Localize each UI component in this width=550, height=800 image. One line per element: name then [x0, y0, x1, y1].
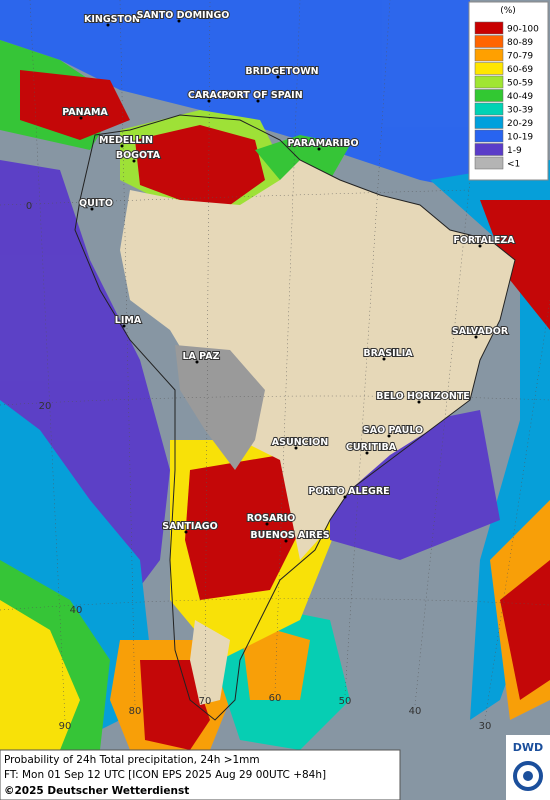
legend-label: 30-39 — [507, 106, 533, 116]
legend-swatch — [474, 35, 504, 48]
legend-label: 20-29 — [507, 119, 533, 129]
city-dot — [122, 324, 126, 328]
city-dot — [343, 495, 347, 499]
city-dot — [276, 75, 280, 79]
legend-swatch — [474, 102, 504, 116]
city-label: SANTO DOMINGO — [137, 10, 230, 21]
andes — [175, 345, 265, 470]
longitude-label: 60 — [269, 693, 282, 704]
land — [190, 620, 230, 705]
city-dot — [195, 360, 199, 364]
city-label: KINGSTON — [84, 14, 140, 25]
city-label: ROSARIO — [247, 513, 296, 524]
legend-title: (%) — [500, 6, 516, 16]
legend-swatch — [474, 21, 504, 35]
city-label: LA PAZ — [182, 351, 219, 362]
city-dot — [474, 335, 478, 339]
legend-label: 50-59 — [507, 79, 533, 89]
latitude-label: 0 — [26, 201, 32, 212]
city-dot — [79, 116, 83, 120]
city-dot — [387, 434, 391, 438]
city-label: CARACAS — [188, 90, 238, 101]
city-dot — [417, 400, 421, 404]
city-label: CURITIBA — [346, 442, 397, 453]
city-dot — [177, 19, 181, 23]
legend-swatch — [474, 48, 504, 62]
city-dot — [184, 530, 188, 534]
city-dot — [365, 451, 369, 455]
city-dot — [256, 99, 260, 103]
city-dot — [317, 147, 321, 151]
legend-swatch — [474, 89, 504, 102]
latitude-label: 20 — [39, 401, 52, 412]
city-label: SAO PAULO — [363, 425, 423, 436]
legend-label: 1-9 — [507, 146, 522, 156]
footer-line: FT: Mon 01 Sep 12 UTC [ICON EPS 2025 Aug… — [4, 769, 326, 781]
city-label: BOGOTA — [116, 150, 161, 161]
city-label: QUITO — [79, 198, 113, 209]
city-label: PORTO ALEGRE — [308, 486, 389, 497]
city-label: MEDELLIN — [99, 135, 153, 146]
precipitation-field — [0, 0, 550, 750]
footer-box — [0, 749, 401, 800]
footer-line: Probability of 24h Total precipitation, … — [4, 754, 260, 766]
city-label: PARAMARIBO — [287, 138, 358, 149]
legend-label: 90-100 — [507, 25, 539, 35]
city-dot — [294, 446, 298, 450]
city-label: FORTALEZA — [453, 235, 515, 246]
legend-swatch — [474, 62, 504, 75]
legend-label: 40-49 — [507, 92, 533, 102]
city-label: ASUNCION — [272, 437, 328, 448]
longitude-label: 50 — [339, 696, 352, 707]
city-dot — [90, 207, 94, 211]
legend-swatch — [474, 116, 504, 129]
longitude-label: 40 — [409, 706, 422, 717]
city-dot — [207, 99, 211, 103]
city-dot — [382, 357, 386, 361]
city-label: LIMA — [115, 315, 142, 326]
city-dot — [120, 144, 124, 148]
longitude-label: 90 — [59, 721, 72, 732]
city-dot — [478, 244, 482, 248]
city-dot — [106, 23, 110, 27]
legend-swatch — [474, 143, 504, 156]
legend-swatch — [474, 75, 504, 89]
legend-label: 80-89 — [507, 38, 533, 48]
coastline — [74, 114, 516, 721]
legend-label: 10-19 — [507, 133, 533, 143]
legend: (%) 90-100 80-89 70-79 60-69 50-59 40-49 30-39… — [468, 1, 549, 181]
footer-line: ©2025 Deutscher Wetterdienst — [4, 785, 189, 797]
legend-swatch — [474, 129, 504, 143]
legend-label: <1 — [507, 160, 520, 170]
city-dot — [132, 159, 136, 163]
city-label: SALVADOR — [452, 326, 509, 337]
logo: DWD — [513, 741, 543, 754]
legend-swatch — [474, 156, 504, 170]
latitude-label: 40 — [70, 605, 83, 616]
longitude-label: 80 — [129, 706, 142, 717]
graticule — [0, 0, 550, 721]
city-label: SANTIAGO — [162, 521, 217, 532]
legend-label: 70-79 — [507, 52, 533, 62]
city-label: PORT OF SPAIN — [221, 90, 302, 101]
city-dot — [265, 522, 269, 526]
logo-swirl — [513, 761, 543, 791]
land — [120, 160, 515, 560]
longitude-label: 70 — [199, 696, 212, 707]
city-dot — [284, 539, 288, 543]
city-label: BUENOS AIRES — [250, 530, 329, 541]
legend-label: 60-69 — [507, 65, 533, 75]
logo-swirl — [523, 771, 533, 781]
city-label: BRASILIA — [363, 348, 413, 359]
city-label: PANAMA — [62, 107, 108, 118]
city-label: BELO HORIZONTE — [376, 391, 470, 402]
city-label: BRIDGETOWN — [245, 66, 318, 77]
longitude-label: 30 — [479, 721, 492, 732]
